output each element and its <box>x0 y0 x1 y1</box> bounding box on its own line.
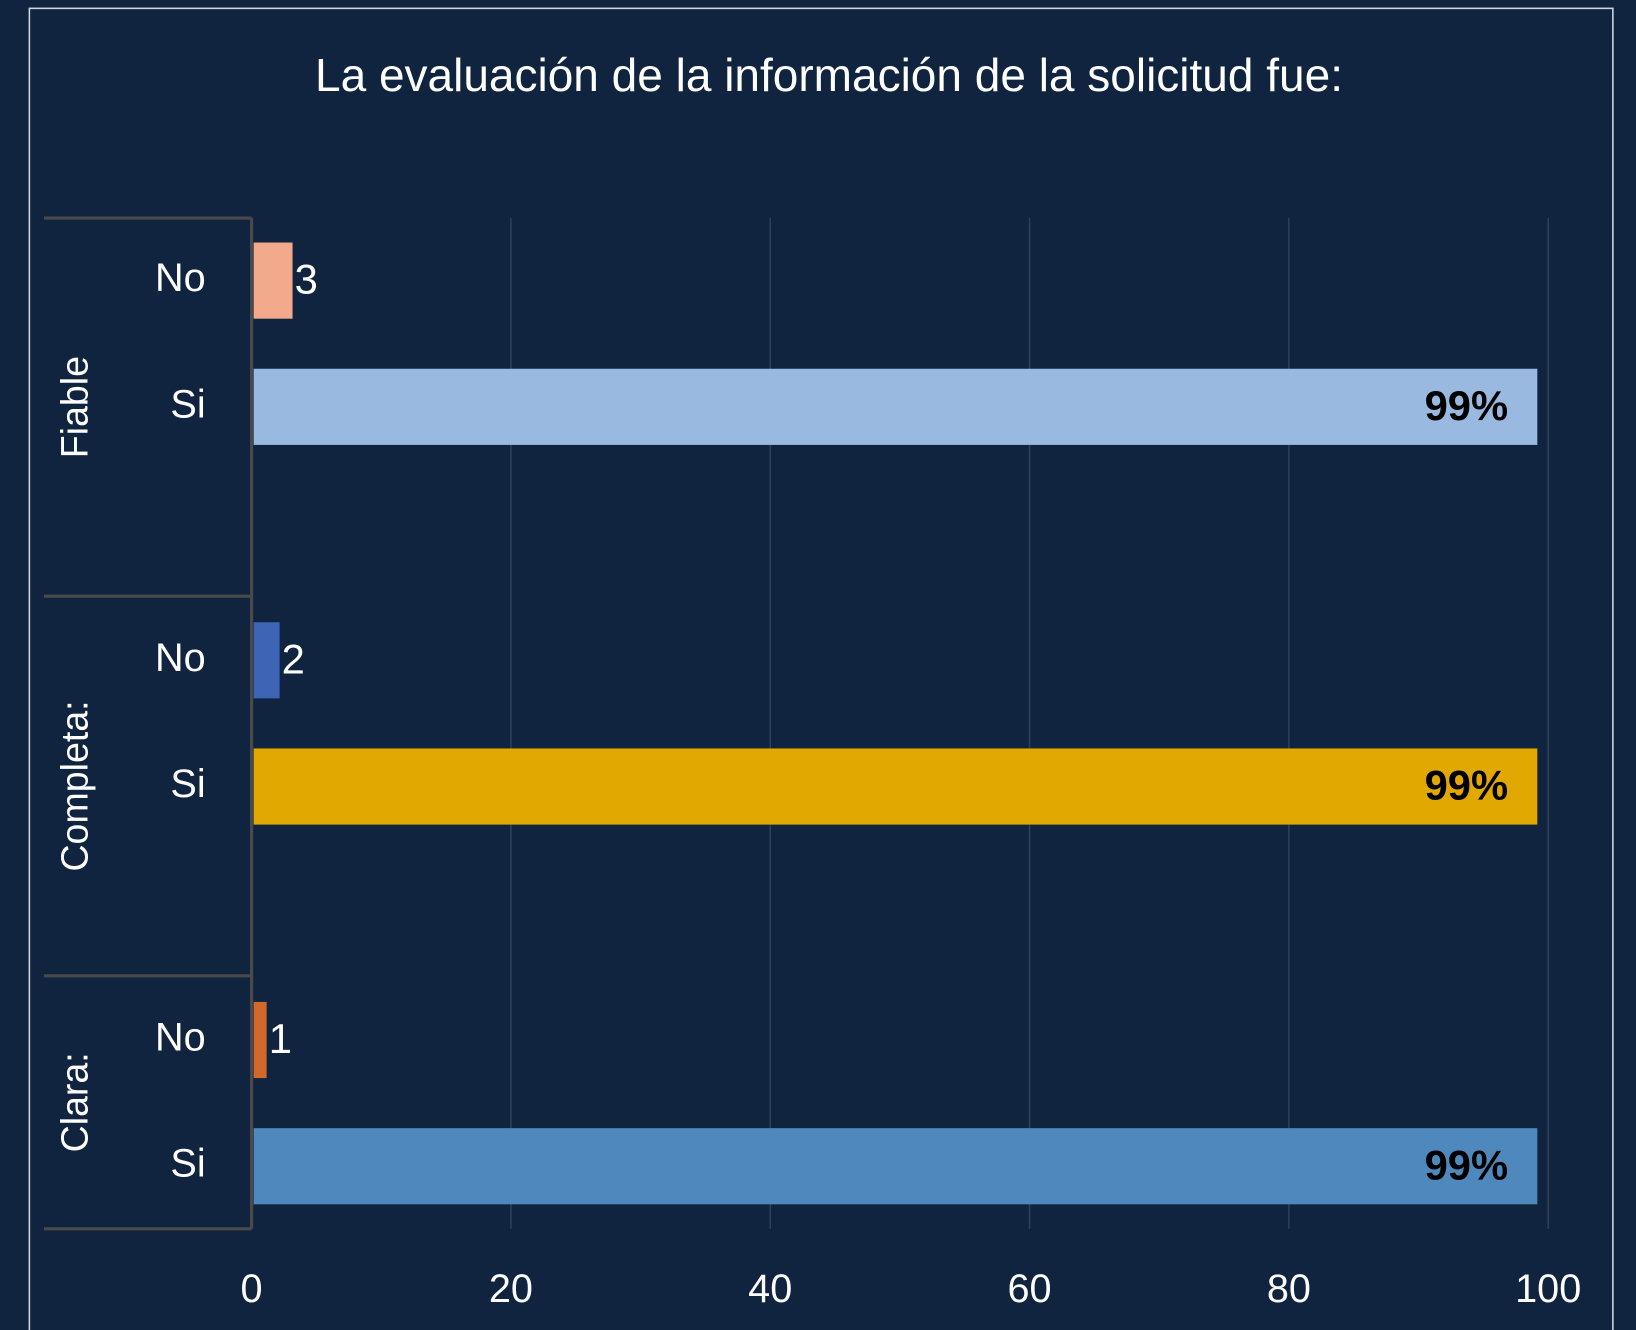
x-tick-label: 20 <box>489 1267 533 1311</box>
bar <box>253 1128 1538 1205</box>
y-tick-label: No <box>155 636 206 680</box>
x-tick-label: 100 <box>1515 1267 1581 1311</box>
x-tick-label: 60 <box>1008 1267 1052 1311</box>
data-label: 99% <box>1425 762 1509 809</box>
y-tick-label: No <box>155 256 206 300</box>
y-tick-label: No <box>155 1015 206 1059</box>
group-label: Fiable <box>53 356 95 458</box>
x-tick-label: 80 <box>1267 1267 1311 1311</box>
x-tick-label: 40 <box>748 1267 792 1311</box>
y-tick-label: Si <box>170 382 205 426</box>
frame <box>28 7 1614 1330</box>
data-label: 99% <box>1425 382 1509 429</box>
bar <box>253 622 280 699</box>
data-label: 99% <box>1425 1141 1509 1188</box>
x-tick-label: 0 <box>241 1267 263 1311</box>
chart-title: La evaluación de la información de la so… <box>315 49 1343 101</box>
data-label: 1 <box>269 1015 292 1062</box>
group-label: Clara: <box>53 1052 95 1152</box>
y-tick-label: Si <box>170 762 205 806</box>
bar <box>253 748 1538 825</box>
bar <box>253 368 1538 445</box>
bar <box>253 1001 267 1079</box>
bar <box>253 242 293 319</box>
data-label: 3 <box>295 256 318 303</box>
y-tick-label: Si <box>170 1142 205 1186</box>
group-label: Completa: <box>53 700 95 871</box>
data-label: 2 <box>282 635 305 682</box>
